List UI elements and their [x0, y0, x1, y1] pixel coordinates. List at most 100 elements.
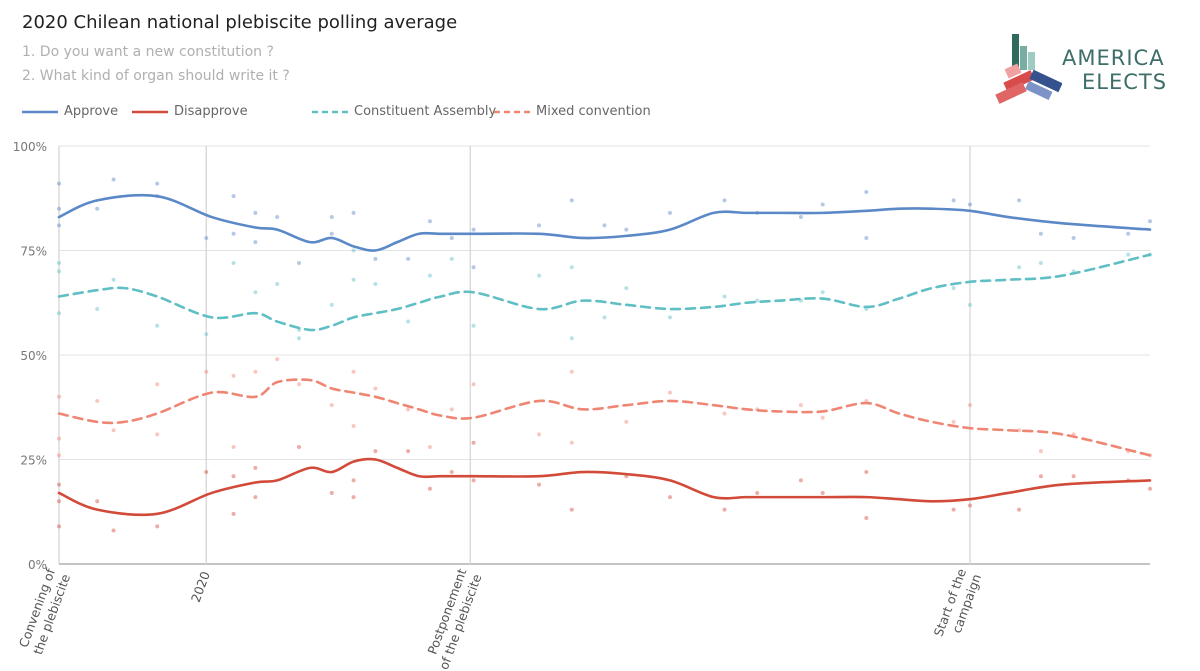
poll-point-constituent: [329, 302, 334, 307]
series-line-disapprove: [57, 457, 1152, 517]
legend-swatch-mixed: [494, 110, 530, 113]
poll-point-mixed: [111, 428, 116, 433]
poll-point-mixed: [967, 403, 972, 408]
poll-point-constituent: [951, 286, 956, 291]
america-elects-logo: AMERICA ELECTS: [990, 30, 1190, 114]
y-tick-label: 50%: [20, 349, 47, 363]
poll-point-disapprove: [449, 470, 454, 475]
event-label-1: 2020: [188, 569, 213, 604]
poll-point-disapprove: [1071, 474, 1076, 479]
legend-label-constituent: Constituent Assembly: [354, 104, 497, 119]
chart-title: 2020 Chilean national plebiscite polling…: [22, 12, 458, 33]
poll-point-disapprove: [253, 465, 258, 470]
legend-item-approve: Approve: [22, 104, 118, 119]
poll-point-disapprove: [1017, 507, 1022, 512]
poll-point-constituent: [624, 286, 629, 291]
event-label-line: 2020: [188, 569, 213, 604]
poll-point-approve: [1126, 231, 1131, 236]
poll-point-constituent: [57, 311, 61, 316]
poll-point-constituent: [471, 323, 476, 328]
poll-point-disapprove: [820, 490, 825, 495]
poll-point-constituent: [57, 261, 61, 266]
poll-point-constituent: [569, 336, 574, 341]
poll-point-constituent: [569, 265, 574, 270]
poll-point-mixed: [569, 440, 574, 445]
poll-point-approve: [297, 261, 302, 266]
poll-point-disapprove: [537, 482, 542, 487]
poll-point-mixed: [798, 403, 803, 408]
poll-point-approve: [471, 227, 476, 232]
poll-point-constituent: [275, 281, 280, 286]
poll-point-constituent: [204, 332, 209, 337]
legend-item-mixed: Mixed convention: [494, 104, 651, 119]
poll-point-disapprove: [755, 490, 760, 495]
poll-point-disapprove: [951, 507, 956, 512]
poll-point-disapprove: [667, 495, 672, 500]
poll-point-disapprove: [155, 524, 160, 529]
legend-swatch-disapprove: [132, 110, 168, 113]
poll-point-disapprove: [351, 478, 356, 483]
poll-point-disapprove: [351, 495, 356, 500]
poll-point-disapprove: [864, 470, 869, 475]
poll-point-mixed: [951, 419, 956, 424]
legend-item-disapprove: Disapprove: [132, 104, 248, 119]
poll-point-constituent: [297, 336, 302, 341]
poll-point-disapprove: [1148, 486, 1152, 491]
poll-point-mixed: [1038, 449, 1043, 454]
poll-point-constituent: [57, 269, 61, 274]
poll-point-disapprove: [253, 495, 258, 500]
poll-point-approve: [602, 223, 607, 228]
poll-point-mixed: [231, 444, 236, 449]
poll-point-approve: [569, 198, 574, 203]
poll-point-mixed: [820, 415, 825, 420]
poll-point-disapprove: [204, 470, 209, 475]
poll-point-constituent: [449, 256, 454, 261]
poll-point-approve: [155, 181, 160, 186]
poll-point-approve: [722, 198, 727, 203]
poll-point-constituent: [231, 261, 236, 266]
poll-point-approve: [427, 219, 432, 224]
series-lines-layer: [57, 193, 1152, 517]
poll-point-disapprove: [569, 507, 574, 512]
logo-text-line1: AMERICA: [1062, 46, 1165, 70]
series-line-constituent: [57, 253, 1152, 332]
poll-point-mixed: [57, 436, 61, 441]
poll-point-approve: [624, 227, 629, 232]
poll-point-constituent: [1017, 265, 1022, 270]
poll-point-approve: [1038, 231, 1043, 236]
poll-point-constituent: [820, 290, 825, 295]
series-line-mixed: [57, 378, 1152, 457]
poll-point-constituent: [253, 290, 258, 295]
poll-point-approve: [57, 223, 61, 228]
poll-point-approve: [373, 256, 378, 261]
logo-text-line2: ELECTS: [1082, 70, 1168, 94]
poll-point-approve: [1071, 235, 1076, 240]
poll-point-disapprove: [406, 449, 411, 454]
poll-point-mixed: [406, 407, 411, 412]
poll-point-constituent: [755, 298, 760, 303]
poll-point-mixed: [471, 382, 476, 387]
poll-point-disapprove: [57, 499, 61, 504]
poll-point-approve: [111, 177, 116, 182]
poll-point-approve: [95, 206, 100, 211]
poll-point-disapprove: [111, 528, 116, 533]
y-tick-label: 100%: [13, 140, 47, 154]
poll-point-mixed: [95, 398, 100, 403]
poll-point-approve: [449, 235, 454, 240]
poll-point-disapprove: [471, 440, 476, 445]
poll-point-approve: [253, 240, 258, 245]
poll-point-mixed: [155, 382, 160, 387]
poll-point-mixed: [667, 390, 672, 395]
poll-point-mixed: [155, 432, 160, 437]
legend-label-disapprove: Disapprove: [174, 104, 248, 119]
poll-point-constituent: [373, 281, 378, 286]
poll-point-constituent: [1126, 252, 1131, 257]
poll-point-approve: [1017, 198, 1022, 203]
poll-point-disapprove: [95, 499, 100, 504]
y-tick-label: 25%: [20, 454, 47, 468]
poll-point-disapprove: [864, 516, 869, 521]
poll-point-mixed: [373, 386, 378, 391]
poll-point-disapprove: [427, 486, 432, 491]
